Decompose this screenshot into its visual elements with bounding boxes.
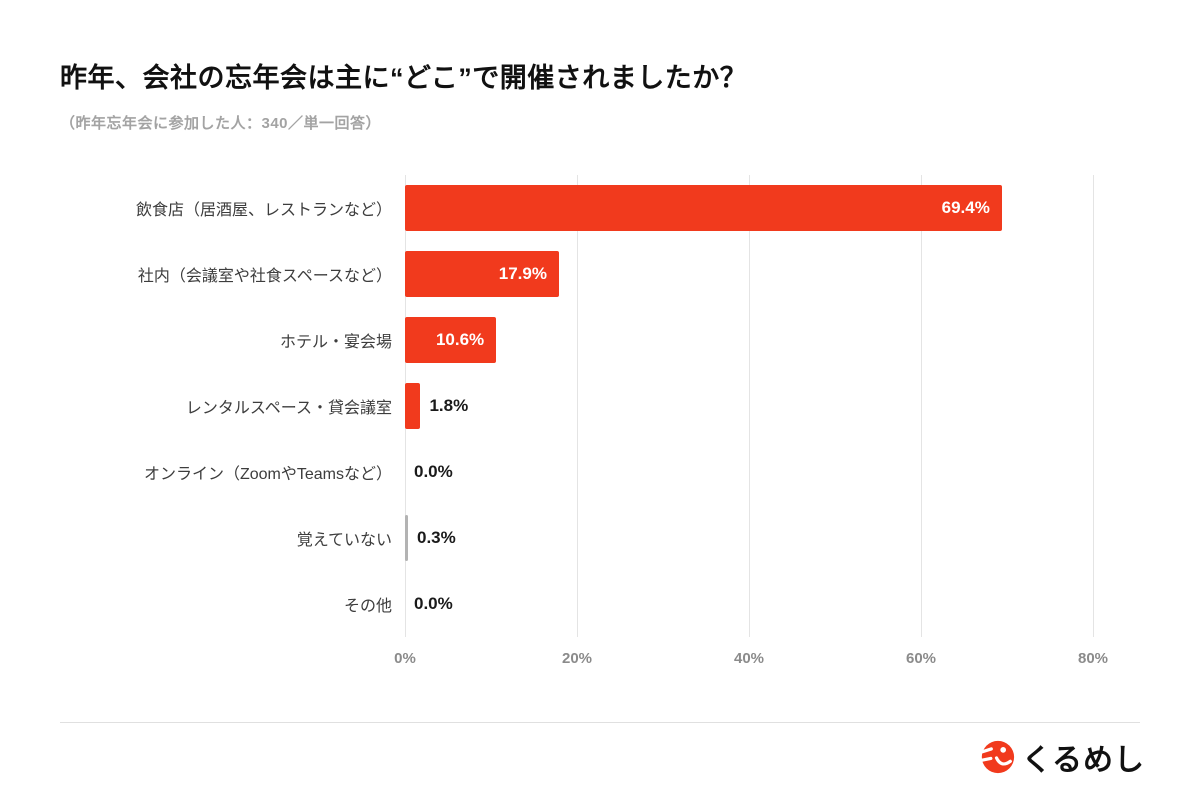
plot-cell: 69.4% (405, 175, 1135, 241)
value-label: 1.8% (429, 396, 469, 415)
value-label: 69.4% (941, 198, 990, 217)
x-tick-label: 20% (561, 650, 593, 667)
gridline (577, 175, 578, 637)
x-axis-ticks: 0% 20% 40% 60% 80% (394, 650, 1120, 674)
category-cell: 覚えていない (60, 505, 405, 571)
x-tick-label: 60% (905, 650, 937, 667)
x-tick-label: 0% (394, 650, 416, 667)
chart-row: 社内（会議室や社食スペースなど） 17.9% (60, 241, 1135, 307)
page-title: 昨年、会社の忘年会は主に“どこ”で開催されましたか？ (60, 63, 748, 93)
bar (405, 515, 408, 561)
bar (405, 317, 497, 363)
chart-row: 覚えていない 0.3% (60, 505, 1135, 571)
value-label: 0.0% (414, 462, 453, 481)
brand-logo-icon (978, 738, 1016, 776)
x-tick-label: 40% (733, 650, 765, 667)
value-label: 0.3% (417, 528, 456, 547)
value-label: 17.9% (498, 264, 547, 283)
gridline (921, 175, 922, 637)
category-cell: その他 (60, 571, 405, 637)
category-label: 社内（会議室や社食スペースなど） (137, 268, 392, 285)
plot-cell: 0.3% (405, 505, 1135, 571)
bar (405, 185, 1002, 231)
gridline (1093, 175, 1094, 637)
x-tick-label: 80% (1077, 650, 1109, 667)
category-cell: 飲食店（居酒屋、レストランなど） (60, 175, 405, 241)
bar (405, 251, 559, 297)
category-label: その他 (343, 598, 392, 615)
plot-cell: 0.0% (405, 571, 1135, 637)
plot-cell: 1.8% (405, 373, 1135, 439)
chart-row: ホテル・宴会場 10.6% (60, 307, 1135, 373)
page-subtitle: （昨年忘年会に参加した人：340／単一回答） (60, 115, 382, 132)
gridline (749, 175, 750, 637)
value-label: 0.0% (414, 594, 453, 613)
category-label: オンライン（ZoomやTeamsなど） (143, 466, 392, 483)
category-label: ホテル・宴会場 (279, 334, 392, 351)
footer-divider (60, 722, 1140, 723)
plot-cell: 0.0% (405, 439, 1135, 505)
category-label: 飲食店（居酒屋、レストランなど） (135, 202, 392, 219)
brand-name: くるめし (1021, 744, 1145, 777)
plot-cell: 10.6% (405, 307, 1135, 373)
chart-row: その他 0.0% (60, 571, 1135, 637)
chart-row: 飲食店（居酒屋、レストランなど） 69.4% (60, 175, 1135, 241)
plot-cell: 17.9% (405, 241, 1135, 307)
category-label: レンタルスペース・貸会議室 (185, 400, 392, 417)
category-cell: ホテル・宴会場 (60, 307, 405, 373)
chart-row: レンタルスペース・貸会議室 1.8% (60, 373, 1135, 439)
category-cell: 社内（会議室や社食スペースなど） (60, 241, 405, 307)
value-label: 10.6% (435, 330, 485, 349)
category-label: 覚えていない (296, 532, 392, 549)
bar (405, 383, 421, 429)
bar-chart: 飲食店（居酒屋、レストランなど） 69.4% 社内（会議室や社食スペースなど） 17.… (60, 175, 1135, 637)
category-cell: オンライン（ZoomやTeamsなど） (60, 439, 405, 505)
chart-row: オンライン（ZoomやTeamsなど） 0.0% (60, 439, 1135, 505)
brand-lockup: くるめし (978, 735, 1145, 779)
category-cell: レンタルスペース・貸会議室 (60, 373, 405, 439)
